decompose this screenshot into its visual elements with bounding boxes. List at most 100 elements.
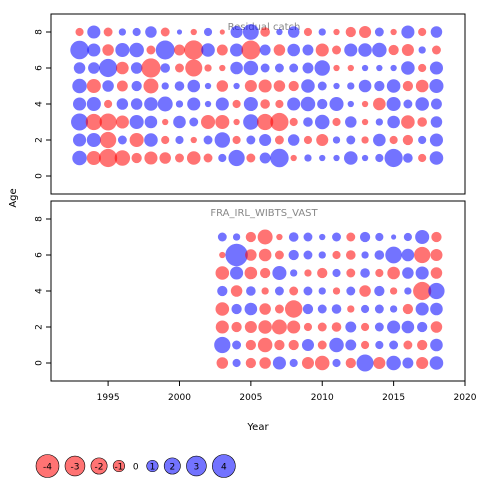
residual-bubble — [431, 231, 442, 243]
residual-bubble — [401, 43, 414, 57]
residual-bubble — [385, 246, 402, 264]
residual-bubble — [332, 232, 341, 242]
residual-bubble — [288, 339, 299, 351]
residual-bubble — [375, 268, 384, 278]
residual-bubble — [333, 154, 340, 162]
residual-bubble — [232, 340, 242, 350]
residual-bubble — [317, 304, 327, 314]
residual-bubble — [214, 336, 231, 354]
bottom-panel-bubbles — [214, 229, 445, 372]
residual-bubble — [332, 117, 341, 127]
residual-bubble — [272, 265, 287, 281]
residual-bubble — [144, 151, 158, 165]
residual-bubble — [130, 98, 143, 110]
residual-bubble — [430, 267, 443, 279]
residual-bubble — [359, 25, 372, 39]
residual-bubble — [345, 357, 356, 369]
residual-bubble — [274, 286, 284, 296]
residual-bubble — [303, 135, 313, 145]
residual-bubble — [270, 112, 289, 132]
residual-bubble — [99, 58, 118, 78]
residual-bubble — [333, 82, 340, 90]
residual-bubble — [246, 153, 256, 163]
residual-bubble — [346, 135, 356, 145]
residual-bubble — [390, 28, 397, 36]
residual-bubble — [287, 134, 300, 146]
residual-bubble — [416, 356, 429, 370]
residual-bubble — [129, 132, 144, 148]
residual-bubble — [361, 118, 369, 126]
legend-label: 2 — [169, 463, 175, 473]
residual-bubble — [215, 114, 230, 130]
residual-bubble — [418, 153, 427, 163]
residual-bubble — [175, 100, 184, 108]
residual-bubble — [130, 62, 143, 74]
residual-bubble — [347, 82, 355, 90]
residual-bubble — [347, 64, 354, 72]
residual-bubble — [102, 44, 114, 56]
residual-bubble — [301, 79, 315, 93]
residual-bubble — [272, 356, 286, 370]
residual-bubble — [184, 40, 204, 60]
residual-bubble — [361, 136, 369, 144]
residual-bubble — [319, 233, 326, 241]
residual-bubble — [175, 63, 184, 73]
x-axis-title: Year — [246, 422, 269, 433]
residual-bubble — [289, 358, 298, 368]
residual-bubble — [304, 154, 312, 162]
residual-bubble — [373, 356, 386, 370]
residual-bubble — [230, 285, 243, 297]
residual-bubble — [345, 26, 356, 38]
residual-bubble — [87, 43, 101, 57]
residual-bubble — [389, 287, 398, 295]
residual-bubble — [162, 118, 169, 126]
residual-bubble — [271, 319, 287, 335]
residual-bubble — [218, 153, 227, 163]
residual-bubble — [204, 82, 212, 90]
residual-bubble — [388, 44, 399, 56]
residual-bubble — [345, 250, 356, 260]
residual-bubble — [260, 99, 270, 109]
residual-bubble — [146, 45, 156, 55]
residual-bubble — [203, 135, 213, 145]
x-tick-label: 2005 — [239, 393, 262, 403]
residual-bubble — [386, 79, 401, 93]
residual-bubble — [144, 133, 158, 147]
residual-bubble — [418, 135, 427, 145]
residual-bubble — [73, 62, 86, 74]
residual-bubble — [429, 356, 444, 370]
residual-bubble — [216, 357, 229, 369]
residual-bubble — [360, 340, 370, 350]
legend-bubble — [146, 459, 159, 473]
residual-bubble — [329, 96, 344, 112]
legend-bubble — [90, 457, 108, 475]
residual-bubble — [233, 118, 240, 126]
residual-bubble — [260, 63, 270, 73]
residual-bubble — [230, 43, 244, 57]
residual-bubble — [131, 152, 142, 164]
residual-bubble — [117, 135, 127, 145]
residual-bubble — [418, 63, 427, 73]
residual-bubble — [258, 248, 272, 262]
residual-bubble — [274, 63, 284, 73]
residual-bubble — [232, 135, 241, 145]
x-tick-label: 2015 — [382, 393, 405, 403]
residual-bubble — [243, 60, 259, 76]
residual-bubble — [190, 28, 197, 36]
residual-bubble — [302, 44, 314, 56]
bottom-panel-title: FRA_IRL_WIBTS_VAST — [210, 208, 318, 219]
residual-bubble — [359, 231, 371, 243]
y-tick-label: 4 — [35, 101, 45, 107]
residual-bubble — [417, 117, 427, 127]
residual-bubble — [217, 285, 228, 297]
residual-bubble — [115, 115, 129, 129]
residual-bubble — [270, 148, 289, 168]
residual-bubble — [301, 356, 314, 370]
residual-bubble — [317, 98, 328, 110]
residual-bubble — [315, 43, 329, 57]
residual-bubble — [287, 26, 300, 38]
residual-bubble — [273, 44, 286, 56]
residual-bubble — [201, 43, 215, 57]
residual-bubble — [275, 99, 284, 109]
